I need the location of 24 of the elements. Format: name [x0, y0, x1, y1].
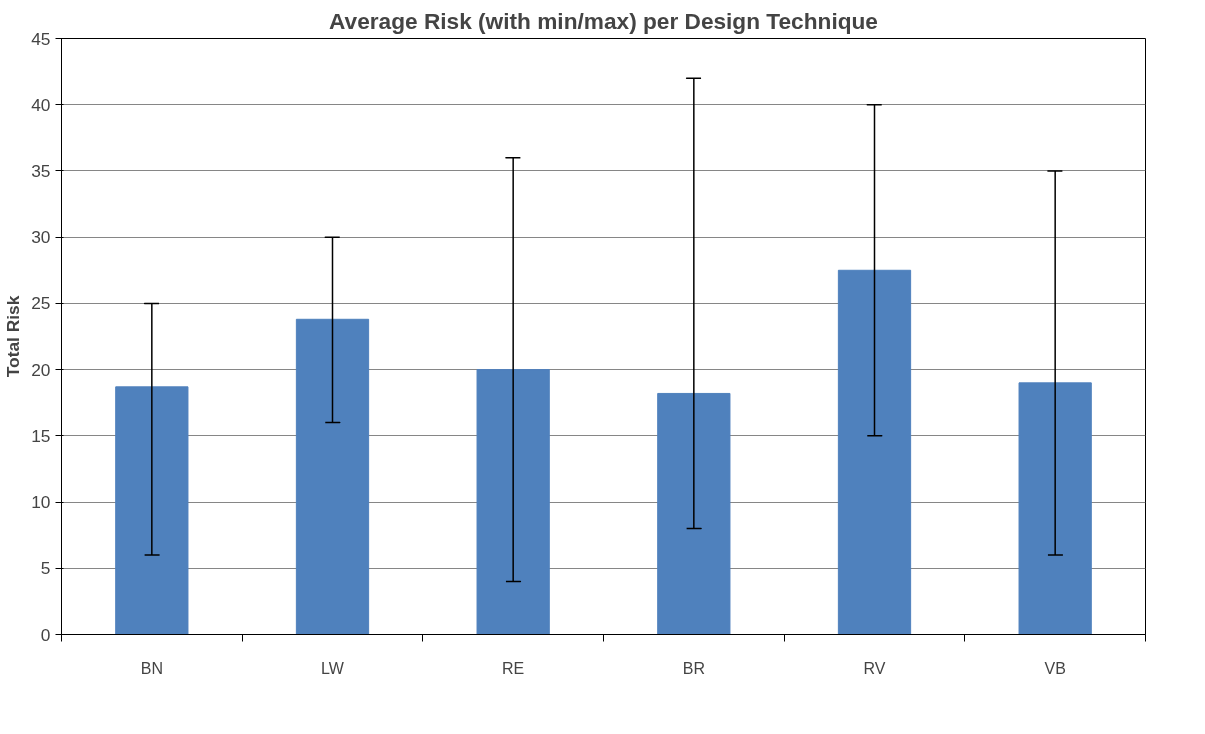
y-tick-label: 15: [31, 425, 51, 446]
x-tick-label: BR: [682, 659, 705, 677]
bar: [837, 269, 912, 635]
x-tick-label: RV: [863, 659, 886, 677]
bar: [295, 318, 370, 635]
chart-title: Average Risk (with min/max) per Design Technique: [329, 7, 878, 34]
bar: [115, 386, 189, 635]
y-tick-label: 25: [31, 293, 51, 314]
y-tick-label: 10: [31, 492, 51, 513]
x-tick-label: BN: [140, 659, 163, 677]
y-tick-label: 35: [31, 160, 51, 181]
y-tick-label: 20: [31, 359, 51, 380]
x-tick-label: RE: [502, 659, 525, 677]
x-tick-label: VB: [1044, 659, 1066, 677]
y-tick-label: 40: [31, 94, 51, 115]
y-tick-label: 5: [40, 558, 51, 579]
y-tick-label: 30: [31, 227, 51, 248]
x-tick-label: LW: [321, 659, 345, 677]
bar: [1018, 382, 1092, 635]
bar: [476, 369, 550, 635]
y-tick-label: 0: [40, 624, 51, 645]
bar: [657, 392, 731, 635]
y-axis-title: Total Risk: [3, 295, 24, 378]
y-tick-label: 45: [31, 28, 51, 49]
